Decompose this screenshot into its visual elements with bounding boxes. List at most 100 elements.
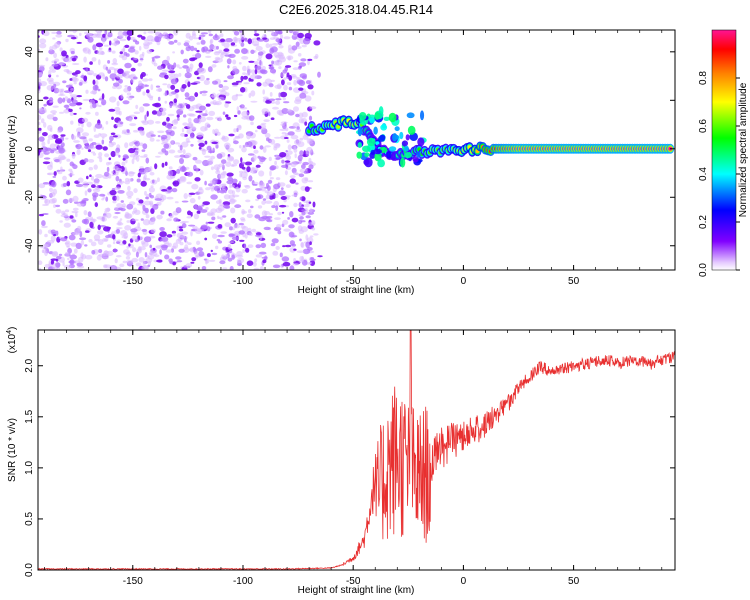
noise-speck <box>124 44 130 49</box>
noise-speck <box>161 189 168 192</box>
noise-speck <box>66 158 71 162</box>
noise-speck <box>312 201 316 208</box>
noise-speck <box>237 263 243 266</box>
noise-speck <box>288 224 295 229</box>
noise-speck <box>81 122 84 128</box>
noise-speck <box>164 254 170 260</box>
noise-speck <box>46 84 54 91</box>
noise-speck <box>194 92 199 98</box>
noise-speck <box>166 218 172 222</box>
noise-speck <box>181 200 189 203</box>
noise-speck <box>299 196 303 201</box>
noise-speck <box>190 132 194 138</box>
noise-speck <box>114 106 121 112</box>
noise-speck <box>222 201 231 206</box>
noise-speck <box>241 110 249 118</box>
noise-speck <box>83 210 88 216</box>
colorbar-gradient <box>711 29 737 271</box>
noise-speck <box>100 216 107 222</box>
noise-speck <box>120 93 124 100</box>
noise-speck <box>275 177 281 181</box>
noise-speck <box>168 166 173 170</box>
noise-speck <box>43 30 50 37</box>
noise-speck <box>259 234 263 241</box>
noise-speck <box>54 58 60 63</box>
noise-speck <box>38 121 41 126</box>
noise-speck <box>248 60 255 63</box>
noise-speck <box>280 121 288 124</box>
noise-speck <box>211 216 216 221</box>
noise-speck <box>71 57 77 62</box>
noise-speck <box>76 149 81 156</box>
noise-speck <box>101 139 105 145</box>
noise-speck <box>305 241 311 248</box>
noise-speck <box>175 93 179 99</box>
ridge-blob <box>407 125 416 135</box>
noise-speck <box>299 216 304 220</box>
noise-speck <box>244 86 248 93</box>
noise-speck <box>293 202 298 208</box>
noise-speck <box>139 155 148 158</box>
noise-speck <box>75 102 83 106</box>
noise-speck <box>132 39 138 43</box>
noise-speck <box>197 139 205 144</box>
noise-speck <box>50 110 57 114</box>
noise-speck <box>110 150 116 158</box>
noise-speck <box>170 78 178 85</box>
noise-speck <box>42 132 48 137</box>
noise-speck <box>69 254 77 260</box>
noise-speck <box>303 204 310 208</box>
noise-speck <box>290 161 297 168</box>
noise-speck <box>262 96 269 99</box>
noise-speck <box>155 121 161 124</box>
noise-speck <box>102 215 108 218</box>
noise-speck <box>249 232 253 236</box>
noise-speck <box>234 37 237 43</box>
noise-speck <box>182 122 189 126</box>
noise-speck <box>238 62 242 65</box>
noise-speck <box>174 155 181 158</box>
noise-speck <box>301 164 306 169</box>
noise-speck <box>298 260 303 263</box>
noise-speck <box>259 69 266 74</box>
noise-speck <box>223 204 230 209</box>
noise-speck <box>228 233 236 237</box>
noise-speck <box>268 66 275 70</box>
noise-speck <box>67 34 75 38</box>
noise-speck <box>40 118 45 124</box>
snr-ytick-label: 1.5 <box>24 409 35 423</box>
noise-speck <box>284 244 292 248</box>
noise-speck <box>250 100 258 103</box>
noise-speck <box>275 157 281 160</box>
noise-speck <box>239 104 245 109</box>
noise-speck <box>196 210 201 214</box>
noise-speck <box>112 200 117 204</box>
noise-speck <box>73 112 77 115</box>
noise-speck <box>53 83 57 88</box>
noise-speck <box>173 39 178 43</box>
noise-speck <box>195 110 203 113</box>
noise-speck <box>65 240 71 247</box>
noise-speck <box>277 211 282 216</box>
noise-speck <box>302 134 309 140</box>
noise-speck <box>135 251 139 258</box>
noise-speck <box>211 252 218 256</box>
noise-speck <box>139 166 144 169</box>
colorbar-tick-label: 0.6 <box>698 119 709 133</box>
noise-speck <box>197 69 202 74</box>
noise-speck <box>240 218 246 222</box>
noise-speck <box>283 36 291 40</box>
spectrogram-ytick-label: 0 <box>24 146 35 152</box>
noise-speck <box>201 93 207 97</box>
noise-speck <box>195 166 199 173</box>
noise-speck <box>199 74 205 82</box>
noise-speck <box>308 261 312 265</box>
noise-speck <box>83 56 87 63</box>
noise-speck <box>88 239 93 243</box>
noise-speck <box>105 196 109 202</box>
noise-speck <box>92 188 101 193</box>
noise-speck <box>131 158 135 165</box>
noise-speck <box>269 213 273 216</box>
noise-speck <box>125 53 130 57</box>
noise-speck <box>139 45 142 51</box>
